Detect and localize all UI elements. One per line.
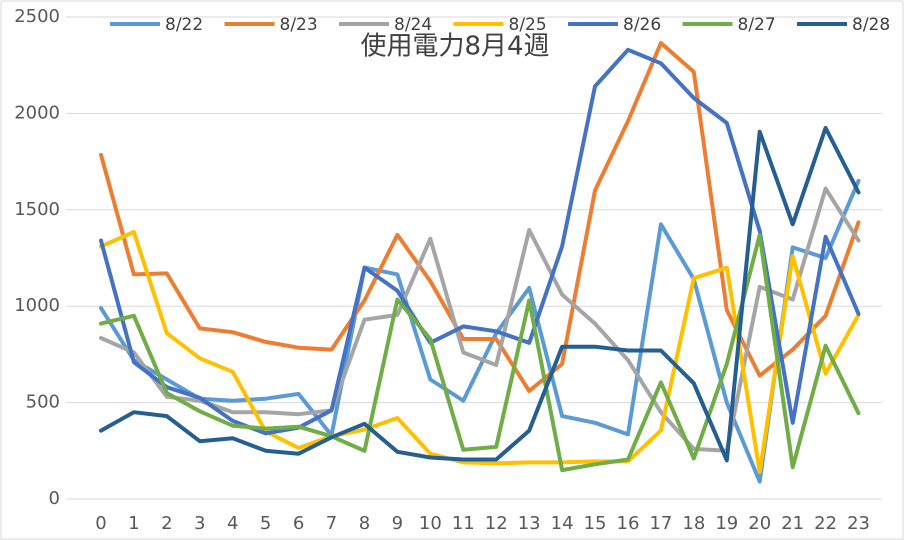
x-tick-label: 10 [419,513,442,534]
legend-label: 8/22 [165,15,203,35]
series-line [99,230,861,474]
x-tick-label: 8 [359,513,370,534]
x-tick-label: 1 [128,513,139,534]
x-tick-label: 20 [748,513,771,534]
x-tick-label: 4 [227,513,238,534]
x-tick-label: 15 [584,513,607,534]
series-line [99,41,861,393]
series-line [99,232,861,473]
x-tick-label: 13 [518,513,541,534]
legend-label: 8/25 [509,15,547,35]
x-tick-label: 12 [485,513,508,534]
chart-title: 使用電力8月4週 [360,32,549,62]
legend: 8/22 8/23 8/24 8/25 8/26 8/27 8/28 [110,15,890,35]
x-tick-label: 22 [814,513,837,534]
x-tick-label: 6 [293,513,304,534]
x-tick-label: 18 [682,513,705,534]
x-tick-label: 21 [781,513,804,534]
y-tick-label: 1000 [14,295,60,316]
x-tick-label: 2 [161,513,172,534]
y-tick-label: 0 [49,488,60,509]
x-tick-label: 11 [452,513,475,534]
x-tick-label: 23 [847,513,870,534]
x-tick-label: 5 [260,513,271,534]
x-tick-label: 3 [194,513,205,534]
x-tick-label: 19 [715,513,738,534]
series-line [99,125,861,463]
y-tick-label: 2000 [14,102,60,123]
x-tick-label: 7 [326,513,337,534]
x-tick-label: 14 [551,513,574,534]
legend-label: 8/24 [394,15,432,35]
y-tick-label: 2500 [14,6,60,27]
y-tick-label: 500 [26,392,60,413]
x-tick-label: 9 [392,513,403,534]
y-tick-label: 1500 [14,199,60,220]
x-tick-label: 17 [649,513,672,534]
legend-label: 8/23 [280,15,318,35]
series-line [99,47,861,436]
x-tick-label: 0 [95,513,106,534]
legend-label: 8/26 [623,15,661,35]
x-tick-label: 16 [617,513,640,534]
legend-label: 8/27 [738,15,776,35]
legend-label: 8/28 [852,15,890,35]
